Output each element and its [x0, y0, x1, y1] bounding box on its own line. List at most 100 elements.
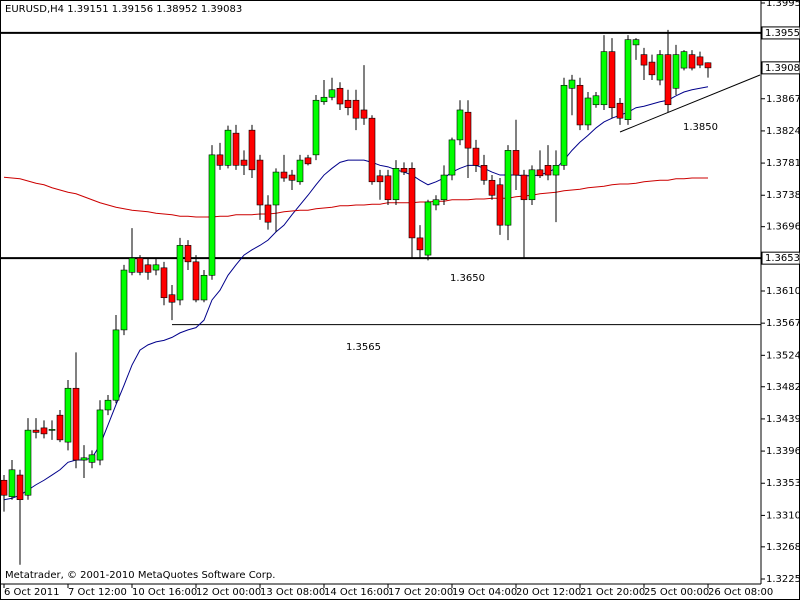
candle-body	[128, 257, 136, 273]
level-label: 1.39550	[765, 28, 800, 39]
candle-body	[352, 99, 360, 119]
candle-body	[464, 111, 472, 149]
symbol-name: EURUSD,H4	[5, 4, 64, 15]
y-tick-label: 1.39950	[766, 0, 800, 9]
y-tick-label: 1.33530	[766, 478, 800, 489]
candle-body	[640, 54, 648, 66]
candle-body	[664, 54, 672, 106]
x-tick-label: 17 Oct 20:00	[388, 587, 453, 598]
candle-body	[168, 294, 176, 303]
y-tick-label: 1.38670	[766, 94, 800, 105]
y-tick-label: 1.33960	[766, 446, 800, 457]
candle-body	[184, 245, 192, 263]
candle-body	[64, 387, 72, 443]
candle-body	[256, 159, 264, 206]
candle-body	[496, 184, 504, 226]
candle-body	[368, 117, 376, 183]
candle-body	[536, 169, 544, 177]
candle-body	[560, 84, 568, 166]
x-tick-label: 21 Oct 20:00	[580, 587, 645, 598]
annotation: 1.3565	[346, 342, 381, 353]
candle-body	[488, 179, 496, 196]
candle-body	[344, 99, 352, 109]
candle-body	[120, 269, 128, 331]
candle-body	[592, 95, 600, 106]
candle-body	[624, 39, 632, 120]
candle-body	[280, 171, 288, 179]
candle-body	[56, 414, 64, 441]
level-label: 1.36539	[765, 253, 800, 264]
candle-body	[632, 39, 640, 46]
candle-body	[272, 171, 280, 206]
candle-body	[616, 102, 624, 119]
candle-body	[584, 97, 592, 126]
y-tick-label: 1.38240	[766, 126, 800, 137]
candle-body	[656, 54, 664, 81]
candle-body	[104, 399, 112, 411]
plot	[0, 29, 761, 565]
candle-body	[432, 199, 440, 206]
candle-body	[296, 159, 304, 183]
y-tick-label: 1.35240	[766, 350, 800, 361]
candle-body	[312, 99, 320, 156]
candle-body	[304, 157, 312, 165]
candle-body	[328, 89, 336, 98]
candle-body	[704, 62, 712, 69]
symbol: EURUSD,H4 1.39151 1.39156 1.38952 1.3908…	[5, 4, 242, 15]
candle-body	[680, 51, 688, 69]
x-tick-label: 12 Oct 00:00	[196, 587, 261, 598]
candle-body	[264, 204, 272, 223]
x-tick-label: 14 Oct 16:00	[324, 587, 389, 598]
candle-body	[240, 159, 248, 166]
candle-body	[600, 51, 608, 106]
level-label-box	[761, 251, 800, 265]
x-tick-label: 6 Oct 2011	[4, 587, 59, 598]
ohlc-open: 1.39151	[67, 4, 108, 15]
candle-body	[416, 237, 424, 251]
candle-body	[8, 469, 16, 498]
candle-body	[336, 87, 344, 105]
candle-body	[208, 154, 216, 276]
annotation: 1.3650	[450, 273, 485, 284]
trendline	[619, 74, 761, 133]
ohlc-high: 1.39156	[112, 4, 153, 15]
candle-body	[224, 129, 232, 166]
candle-body	[576, 84, 584, 126]
candle-body	[504, 150, 512, 226]
candle-body	[520, 174, 528, 201]
y-tick-label: 1.34820	[766, 382, 800, 393]
candle-body	[144, 264, 152, 273]
candle-body	[696, 56, 704, 66]
x-tick-label: 10 Oct 16:00	[132, 587, 197, 598]
moving-average	[3, 86, 709, 501]
candle-body	[544, 165, 552, 176]
candle-body	[192, 261, 200, 301]
candle-body	[216, 154, 224, 166]
candle-body	[96, 409, 104, 461]
candle-body	[0, 479, 8, 496]
candle-body	[376, 175, 384, 183]
price-label: 1.39083	[765, 63, 800, 74]
x-tick-label: 20 Oct 12:00	[516, 587, 581, 598]
ohlc-low: 1.38952	[156, 4, 197, 15]
candle-body	[40, 427, 48, 435]
y-tick-label: 1.36960	[766, 222, 800, 233]
candle-body	[408, 168, 416, 239]
candle-body	[88, 454, 96, 463]
x-tick-label: 13 Oct 08:00	[260, 587, 325, 598]
candle-body	[528, 169, 536, 201]
x-tick-label: 7 Oct 12:00	[68, 587, 127, 598]
ohlc-close: 1.39083	[201, 4, 242, 15]
y-tick-label: 1.35670	[766, 318, 800, 329]
candle-body	[320, 96, 328, 103]
candle-body	[424, 201, 432, 256]
x-tick-label: 26 Oct 08:00	[708, 587, 773, 598]
y-tick-label: 1.32250	[766, 574, 800, 585]
candle-body	[160, 267, 168, 299]
candle-body	[480, 165, 488, 181]
candle-body	[392, 168, 400, 201]
candle-body	[440, 174, 448, 201]
